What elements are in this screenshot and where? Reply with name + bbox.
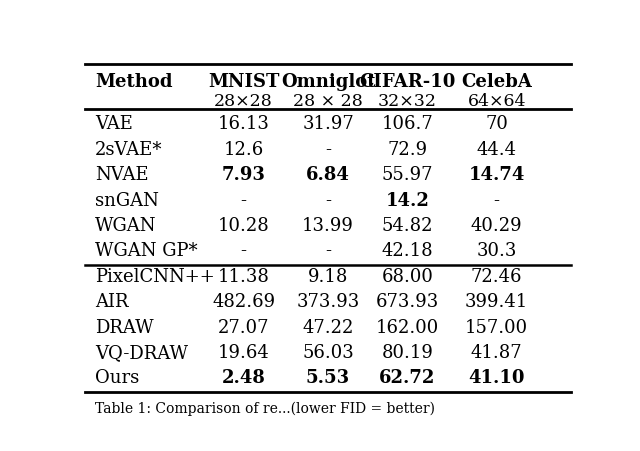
Text: DRAW: DRAW	[95, 318, 154, 336]
Text: 6.84: 6.84	[306, 166, 350, 184]
Text: 41.87: 41.87	[471, 343, 522, 361]
Text: 47.22: 47.22	[302, 318, 354, 336]
Text: Ours: Ours	[95, 368, 139, 387]
Text: 10.28: 10.28	[218, 216, 269, 235]
Text: 27.07: 27.07	[218, 318, 269, 336]
Text: 2sVAE*: 2sVAE*	[95, 140, 163, 158]
Text: -: -	[241, 191, 246, 209]
Text: 68.00: 68.00	[381, 267, 433, 285]
Text: AIR: AIR	[95, 293, 129, 311]
Text: 14.2: 14.2	[385, 191, 429, 209]
Text: 19.64: 19.64	[218, 343, 269, 361]
Text: 399.41: 399.41	[465, 293, 528, 311]
Text: 40.29: 40.29	[471, 216, 522, 235]
Text: WGAN: WGAN	[95, 216, 156, 235]
Text: CIFAR-10: CIFAR-10	[359, 73, 456, 91]
Text: 9.18: 9.18	[308, 267, 348, 285]
Text: -: -	[325, 140, 331, 158]
Text: snGAN: snGAN	[95, 191, 159, 209]
Text: -: -	[325, 242, 331, 260]
Text: 162.00: 162.00	[376, 318, 439, 336]
Text: Method: Method	[95, 73, 172, 91]
Text: -: -	[241, 242, 246, 260]
Text: 55.97: 55.97	[381, 166, 433, 184]
Text: 14.74: 14.74	[468, 166, 525, 184]
Text: MNIST: MNIST	[208, 73, 280, 91]
Text: NVAE: NVAE	[95, 166, 148, 184]
Text: 44.4: 44.4	[477, 140, 516, 158]
Text: 28×28: 28×28	[214, 92, 273, 109]
Text: 64×64: 64×64	[467, 92, 526, 109]
Text: -: -	[493, 191, 500, 209]
Text: 30.3: 30.3	[476, 242, 517, 260]
Text: 11.38: 11.38	[218, 267, 269, 285]
Text: 106.7: 106.7	[381, 115, 433, 133]
Text: Table 1: Comparison of re...(lower FID = better): Table 1: Comparison of re...(lower FID =…	[95, 400, 435, 415]
Text: 70: 70	[485, 115, 508, 133]
Text: 72.9: 72.9	[387, 140, 428, 158]
Text: 31.97: 31.97	[302, 115, 354, 133]
Text: 2.48: 2.48	[221, 368, 266, 387]
Text: 41.10: 41.10	[468, 368, 525, 387]
Text: 32×32: 32×32	[378, 92, 437, 109]
Text: 42.18: 42.18	[381, 242, 433, 260]
Text: VAE: VAE	[95, 115, 132, 133]
Text: 28 × 28: 28 × 28	[293, 92, 363, 109]
Text: 16.13: 16.13	[218, 115, 269, 133]
Text: -: -	[325, 191, 331, 209]
Text: 72.46: 72.46	[471, 267, 522, 285]
Text: 7.93: 7.93	[221, 166, 266, 184]
Text: 56.03: 56.03	[302, 343, 354, 361]
Text: 54.82: 54.82	[381, 216, 433, 235]
Text: 62.72: 62.72	[379, 368, 436, 387]
Text: 5.53: 5.53	[306, 368, 350, 387]
Text: Omniglot: Omniglot	[281, 73, 375, 91]
Text: PixelCNN++: PixelCNN++	[95, 267, 214, 285]
Text: 12.6: 12.6	[223, 140, 264, 158]
Text: WGAN GP*: WGAN GP*	[95, 242, 198, 260]
Text: 157.00: 157.00	[465, 318, 528, 336]
Text: 482.69: 482.69	[212, 293, 275, 311]
Text: 673.93: 673.93	[376, 293, 439, 311]
Text: 13.99: 13.99	[302, 216, 354, 235]
Text: VQ-DRAW: VQ-DRAW	[95, 343, 188, 361]
Text: 373.93: 373.93	[296, 293, 360, 311]
Text: 80.19: 80.19	[381, 343, 433, 361]
Text: CelebA: CelebA	[461, 73, 532, 91]
